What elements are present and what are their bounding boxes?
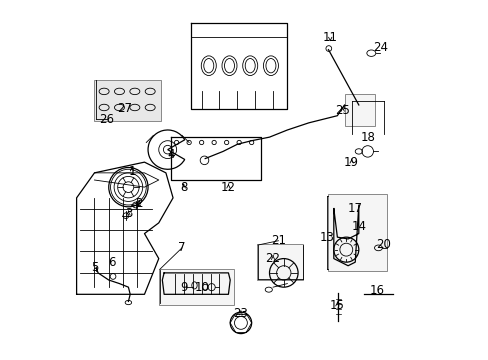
Text: 15: 15 — [329, 298, 344, 311]
Text: 14: 14 — [350, 220, 366, 233]
Text: 2: 2 — [135, 197, 142, 210]
Text: 27: 27 — [117, 102, 132, 115]
Text: 16: 16 — [368, 284, 384, 297]
Text: 22: 22 — [265, 252, 280, 265]
Text: 24: 24 — [372, 41, 387, 54]
Text: 18: 18 — [360, 131, 374, 144]
Text: 13: 13 — [319, 231, 333, 244]
Bar — [328, 194, 386, 271]
Text: 9: 9 — [180, 281, 187, 294]
Text: 19: 19 — [344, 156, 358, 168]
Bar — [344, 94, 374, 126]
Text: 23: 23 — [233, 307, 248, 320]
Text: 5: 5 — [91, 261, 98, 274]
Text: 17: 17 — [347, 202, 362, 215]
Text: 11: 11 — [322, 31, 337, 44]
Text: 12: 12 — [221, 181, 235, 194]
Text: 10: 10 — [194, 281, 209, 294]
Text: 7: 7 — [178, 241, 185, 255]
Text: 6: 6 — [108, 256, 116, 269]
Bar — [257, 244, 303, 280]
Text: 3: 3 — [124, 207, 132, 220]
Text: 25: 25 — [335, 104, 349, 117]
Bar — [159, 269, 233, 305]
Text: 8: 8 — [180, 181, 187, 194]
Text: 4: 4 — [167, 148, 175, 162]
Bar — [94, 80, 160, 121]
Text: 26: 26 — [99, 113, 114, 126]
Text: 1: 1 — [128, 165, 136, 177]
Text: 21: 21 — [270, 234, 285, 247]
Text: 20: 20 — [376, 238, 390, 251]
